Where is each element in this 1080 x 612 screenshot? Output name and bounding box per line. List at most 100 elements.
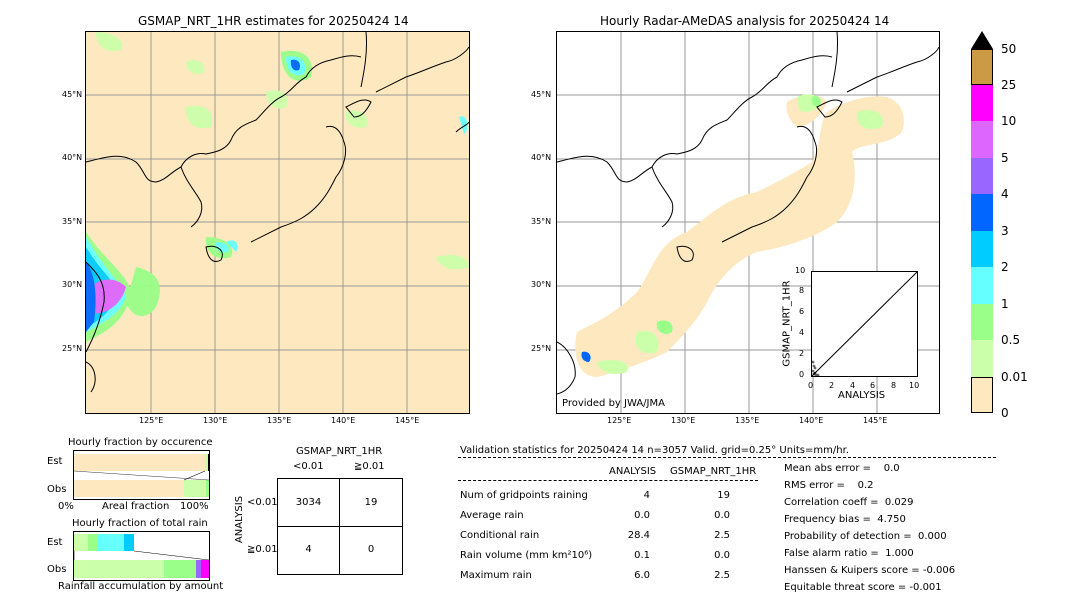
left-lat-label: 45°N [62, 90, 83, 99]
total-rain-axis-label: Rainfall accumulation by amount [58, 581, 224, 592]
occurrence-row-obs: Obs [47, 484, 67, 495]
score-line: RMS error = 0.2 [784, 480, 874, 491]
contingency-cell: 19 [364, 497, 378, 508]
occ-obs-seg-heavy [206, 480, 209, 497]
validation-table: Num of gridpoints raining 4 19 Average r… [460, 485, 730, 585]
occurrence-chart [73, 450, 210, 500]
left-lon-label: 140°E [331, 416, 356, 425]
stat-label: Rain volume (mm km²10⁶) [460, 549, 593, 561]
score-line: Hanssen & Kuipers score = -0.006 [784, 565, 956, 576]
colorbar-label: 0.5 [1001, 333, 1021, 347]
colorbar-seg-1-2 [971, 267, 993, 304]
stat-label: Average rain [460, 509, 524, 521]
left-map-content [86, 32, 469, 413]
score-line: Probability of detection = 0.000 [784, 531, 947, 542]
total-rain-row-est: Est [47, 537, 63, 548]
colorbar-seg-001-05 [971, 340, 993, 377]
tr-est-seg-1 [74, 534, 88, 551]
scatter-ylabel: GSMAP_NRT_1HR [781, 280, 793, 367]
validation-divider [458, 457, 996, 458]
occurrence-row-est: Est [47, 456, 63, 467]
occurrence-axis-right: 100% [180, 501, 209, 512]
scatter-xtick: 8 [891, 381, 897, 390]
tr-est-seg-4 [124, 534, 134, 551]
left-lat-label: 35°N [62, 217, 83, 226]
stat-gsmap: 19 [717, 489, 730, 501]
right-lon-label: 125°E [607, 416, 632, 425]
scatter-ytick: 2 [799, 349, 805, 358]
colorbar-label: 0.01 [1001, 370, 1028, 384]
colorbar-seg-2-3 [971, 231, 993, 267]
colorbar-label: 5 [1001, 151, 1009, 165]
right-lon-label: 145°E [863, 416, 888, 425]
colorbar-seg-5-10 [971, 121, 993, 158]
validation-header: Validation statistics for 20250424 14 n=… [460, 445, 849, 456]
colorbar-label: 1 [1001, 297, 1009, 311]
scatter-ytick: 6 [799, 307, 805, 316]
score-line: Equitable threat score = -0.001 [784, 582, 942, 593]
occurrence-axis-mid: Areal fraction [102, 501, 170, 512]
right-lon-label: 140°E [799, 416, 824, 425]
contingency-cell: 3034 [295, 497, 322, 508]
table-row: Average rain 0.0 0.0 [460, 505, 730, 525]
occ-est-seg-light [205, 454, 208, 471]
colorbar-seg-25-50 [971, 49, 993, 85]
right-lat-label: 30°N [531, 280, 552, 289]
tr-obs-seg-3 [196, 560, 201, 578]
score-line: Frequency bias = 4.750 [784, 514, 906, 525]
stat-analysis: 4 [643, 489, 650, 501]
validation-col-analysis: ANALYSIS [609, 466, 657, 477]
total-rain-title: Hourly fraction of total rain [72, 518, 208, 529]
tr-obs-seg-1 [74, 560, 164, 578]
tr-obs-seg-4 [201, 560, 209, 578]
left-lon-label: 145°E [395, 416, 420, 425]
rain-patches [86, 32, 469, 342]
colorbar-label: 3 [1001, 224, 1009, 238]
scatter-xtick: 10 [909, 381, 920, 390]
tr-obs-seg-2 [164, 560, 196, 578]
occ-obs-seg-light [184, 480, 206, 497]
scatter-plot [812, 272, 917, 376]
occ-est-seg-dry [74, 454, 205, 471]
occ-est-seg-heavy [208, 454, 209, 471]
left-lat-label: 40°N [62, 153, 83, 162]
contingency-cell: 0 [367, 544, 375, 555]
contingency-col-label: ≧0.01 [354, 461, 385, 472]
left-lat-label: 25°N [62, 344, 83, 353]
validation-col-gsmap: GSMAP_NRT_1HR [670, 466, 757, 477]
stat-analysis: 0.0 [634, 509, 650, 521]
right-map-title: Hourly Radar-AMeDAS analysis for 2025042… [600, 14, 890, 28]
stat-label: Num of gridpoints raining [460, 489, 588, 501]
right-lon-label: 135°E [735, 416, 760, 425]
stat-gsmap: 2.5 [714, 569, 730, 581]
stat-analysis: 6.0 [634, 569, 650, 581]
left-lat-label: 30°N [62, 280, 83, 289]
occurrence-title: Hourly fraction by occurence [68, 437, 213, 448]
tr-est-seg-3 [98, 534, 124, 551]
stat-gsmap: 0.0 [714, 549, 730, 561]
colorbar-label: 0 [1001, 406, 1009, 420]
score-line: Correlation coeff = 0.029 [784, 497, 914, 508]
table-row: Rain volume (mm km²10⁶) 0.1 0.0 [460, 545, 730, 565]
right-lat-label: 45°N [531, 90, 552, 99]
colorbar-seg-05-1 [971, 304, 993, 340]
colorbar-seg-4-5 [971, 158, 993, 194]
stat-gsmap: 2.5 [714, 529, 730, 541]
stat-analysis: 0.1 [634, 549, 650, 561]
table-row: Num of gridpoints raining 4 19 [460, 485, 730, 505]
provider-text: Provided by JWA/JMA [562, 398, 665, 409]
colorbar-seg-0-001 [971, 377, 993, 413]
table-row: Conditional rain 28.4 2.5 [460, 525, 730, 545]
colorbar-label: 4 [1001, 187, 1009, 201]
scatter-ytick: 10 [795, 266, 806, 275]
contingency-col-label: <0.01 [293, 461, 324, 472]
total-rain-chart [73, 531, 210, 581]
colorbar-label: 10 [1001, 114, 1017, 128]
colorbar-seg-3-4 [971, 194, 993, 231]
colorbar-label: 25 [1001, 78, 1017, 92]
scatter-ytick: 8 [799, 286, 805, 295]
scatter-xtick: 6 [870, 381, 876, 390]
contingency-table: 3034 19 4 0 [277, 478, 403, 575]
colorbar: 50 25 10 5 4 3 2 1 0.5 0.01 0 [971, 31, 1028, 420]
tr-est-seg-2 [88, 534, 98, 551]
